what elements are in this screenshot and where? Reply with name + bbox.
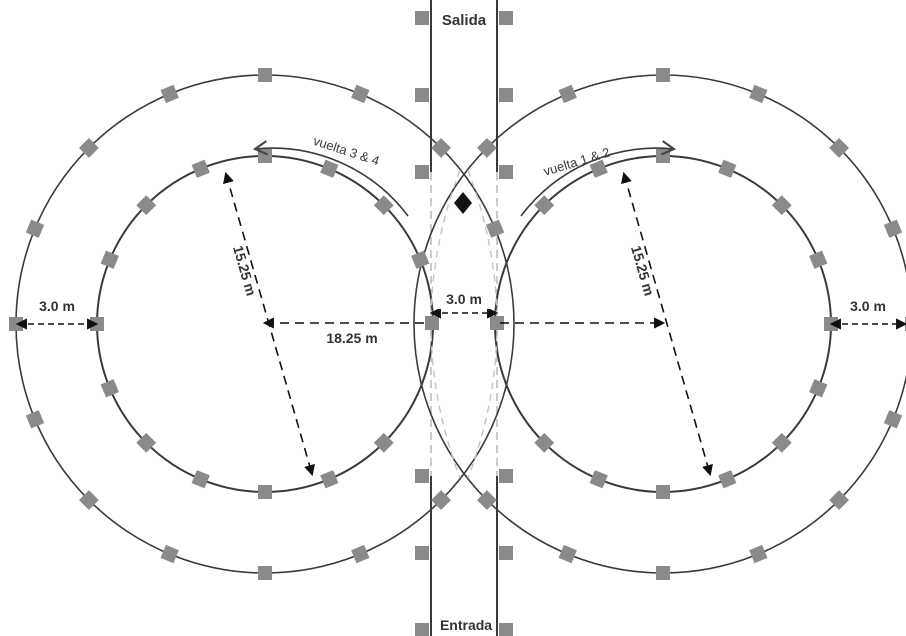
cone-marker-icon <box>490 316 504 330</box>
cone-marker-icon <box>320 470 339 489</box>
center-distance-label: 18.25 m <box>326 330 377 346</box>
cone-marker-icon <box>258 566 272 580</box>
lane-width-center-label: 3.0 m <box>446 291 482 307</box>
cone-marker-icon <box>258 68 272 82</box>
cone-marker-icon <box>431 490 451 510</box>
direction-arrows <box>252 140 677 217</box>
left-curved-arrow-icon <box>252 140 409 217</box>
cone-marker-icon <box>534 432 555 453</box>
cone-marker-icon <box>191 470 210 489</box>
cone-marker-icon <box>883 219 903 238</box>
cone-marker-icon <box>415 88 429 102</box>
cone-marker-icon <box>809 379 828 398</box>
cone-marker-icon <box>718 470 737 489</box>
radius-left-label: 15.25 m <box>230 244 260 298</box>
corridor <box>430 0 498 636</box>
cone-marker-icon <box>415 546 429 560</box>
cone-marker-icon <box>415 165 429 179</box>
cone-marker-icon <box>100 379 119 398</box>
right-curved-arrow-icon <box>520 140 677 217</box>
cone-marker-icon <box>191 159 210 178</box>
cone-marker-icon <box>656 149 670 163</box>
cone-marker-icon <box>351 84 370 104</box>
cone-marker-icon <box>499 11 513 25</box>
right-radius-line <box>621 171 713 477</box>
radius-right-label: 15.25 m <box>628 244 658 298</box>
cone-marker-icon <box>809 250 828 269</box>
lane-width-right-label: 3.0 m <box>850 298 886 314</box>
cone-marker-icon <box>351 544 370 564</box>
cone-marker-icon <box>499 88 513 102</box>
cone-marker-icon <box>749 544 768 564</box>
cone-marker-icon <box>258 485 272 499</box>
cone-marker-icon <box>829 490 849 510</box>
cone-marker-icon <box>718 159 737 178</box>
cone-marker-icon <box>499 469 513 483</box>
cone-marker-icon <box>415 11 429 25</box>
cone-markers <box>9 11 906 636</box>
cone-marker-icon <box>373 432 394 453</box>
cone-marker-icon <box>499 546 513 560</box>
cone-marker-icon <box>79 490 99 510</box>
cone-marker-icon <box>558 84 577 104</box>
cone-marker-icon <box>749 84 768 104</box>
cone-marker-icon <box>411 250 430 269</box>
lane-width-left-label: 3.0 m <box>39 298 75 314</box>
cone-marker-icon <box>100 250 119 269</box>
diamond-marker-icon <box>454 192 472 214</box>
entry-label: Entrada <box>440 617 492 633</box>
cone-marker-icon <box>485 219 505 238</box>
center-crossing-dashed <box>430 169 498 479</box>
cone-marker-icon <box>656 485 670 499</box>
cone-marker-icon <box>160 84 179 104</box>
cone-marker-icon <box>499 165 513 179</box>
cone-marker-icon <box>320 159 339 178</box>
cone-marker-icon <box>883 410 903 429</box>
cone-marker-icon <box>589 159 608 178</box>
cone-marker-icon <box>160 544 179 564</box>
cone-marker-icon <box>499 623 513 636</box>
cone-marker-icon <box>431 138 451 158</box>
cone-marker-icon <box>558 544 577 564</box>
lap-left-label: vuelta 3 & 4 <box>311 133 381 168</box>
cone-marker-icon <box>425 316 439 330</box>
exit-label: Salida <box>442 12 487 29</box>
labels: Salida Entrada vuelta 3 & 4 vuelta 1 & 2… <box>30 12 894 633</box>
cone-marker-icon <box>136 432 157 453</box>
left-radius-line <box>223 171 315 477</box>
cone-marker-icon <box>25 219 45 238</box>
cone-marker-icon <box>477 138 497 158</box>
cone-marker-icon <box>415 469 429 483</box>
cone-marker-icon <box>477 490 497 510</box>
cone-marker-icon <box>589 470 608 489</box>
dimension-lines <box>15 171 906 477</box>
cone-marker-icon <box>771 432 792 453</box>
cone-marker-icon <box>656 566 670 580</box>
cone-marker-icon <box>656 68 670 82</box>
cone-marker-icon <box>258 149 272 163</box>
cone-marker-icon <box>136 195 157 216</box>
cone-marker-icon <box>415 623 429 636</box>
cone-marker-icon <box>373 195 394 216</box>
cone-marker-icon <box>79 138 99 158</box>
cone-marker-icon <box>25 410 45 429</box>
